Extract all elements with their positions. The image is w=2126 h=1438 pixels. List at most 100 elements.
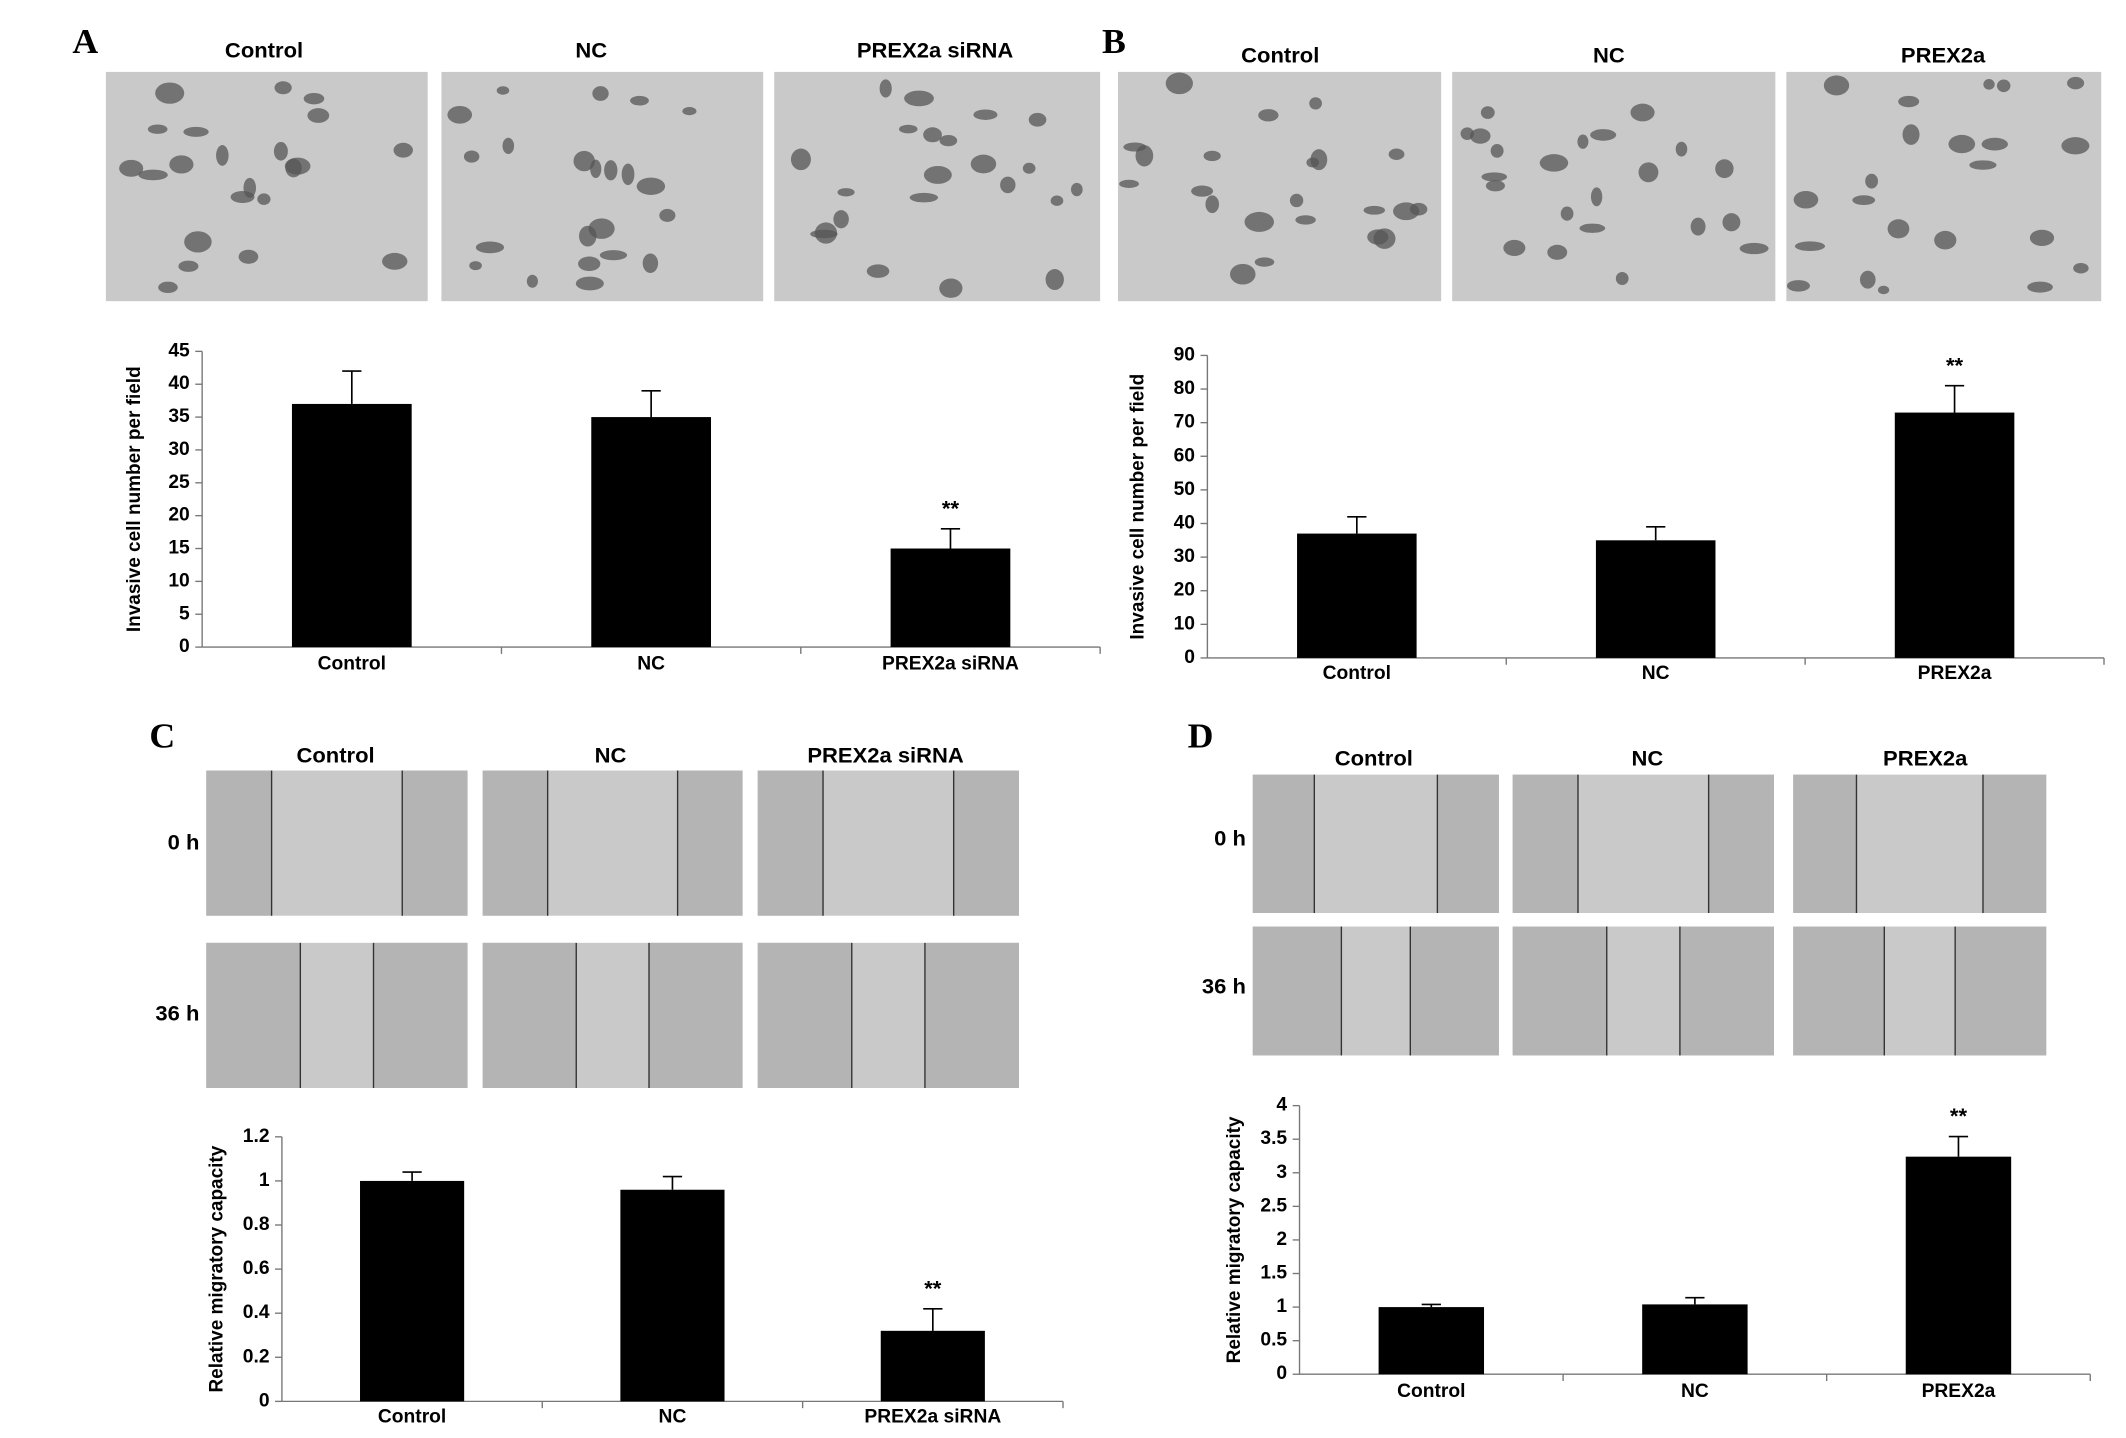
error-bar [402, 1171, 422, 1181]
cell [604, 160, 618, 181]
error-bar [1685, 1296, 1705, 1305]
cell [899, 124, 918, 134]
cell [1373, 228, 1396, 249]
y-tick-label: 1 [1276, 1296, 1287, 1317]
cell [1877, 285, 1890, 295]
y-tick-label: 3 [1276, 1162, 1287, 1183]
image-label: NC [1593, 43, 1625, 68]
x-tick-label: NC [637, 654, 665, 675]
cell [814, 222, 838, 244]
cell [1934, 230, 1957, 250]
cell [592, 86, 609, 101]
cell [1794, 241, 1826, 252]
cell [393, 142, 413, 158]
x-tick-label: Control [1397, 1381, 1465, 1402]
x-tick-label: PREX2a [1922, 1381, 1996, 1402]
cell [1547, 244, 1568, 260]
cell [2027, 281, 2053, 293]
image-label: PREX2a [1901, 43, 1986, 68]
panel-letter: B [1102, 21, 1126, 61]
error-bar [1948, 1135, 1969, 1157]
cell-layer [1793, 774, 1857, 913]
bar [291, 403, 412, 648]
image-label: Control [1335, 746, 1413, 771]
x-tick-label: NC [1681, 1381, 1709, 1402]
panel-letter: C [149, 716, 175, 756]
y-tick-label: 20 [1174, 580, 1195, 601]
photo [774, 71, 1101, 302]
bar [1595, 540, 1716, 658]
cell [1469, 128, 1491, 144]
cell [1983, 79, 1995, 90]
cell [1722, 213, 1741, 232]
y-tick-label: 0 [259, 1390, 270, 1411]
cell-layer [1437, 774, 1499, 913]
cell [238, 249, 259, 264]
cell-layer [953, 770, 1019, 916]
error-bar [1421, 1303, 1441, 1308]
panel-letter: D [1188, 716, 1214, 756]
bar [880, 1330, 985, 1402]
cell [630, 95, 649, 106]
cell [923, 127, 942, 143]
cell [1289, 193, 1304, 208]
error-bar [923, 1307, 943, 1331]
micrograph [1786, 71, 2102, 302]
cell-layer [482, 770, 548, 916]
y-axis-title: Relative migratory capacity [1224, 1116, 1245, 1363]
y-axis-title: Invasive cell number per field [1128, 374, 1149, 640]
y-tick-label: 20 [168, 505, 189, 526]
cell [463, 150, 480, 163]
cell-layer [1512, 926, 1607, 1056]
cell [923, 165, 952, 184]
cell-layer [1252, 926, 1342, 1056]
micrograph [206, 942, 468, 1088]
error-bar [342, 370, 362, 404]
cell [1852, 195, 1876, 206]
y-tick-label: 10 [168, 571, 189, 592]
bar [591, 417, 712, 648]
y-tick-label: 40 [168, 373, 189, 394]
y-tick-label: 10 [1174, 613, 1195, 634]
cell [1490, 143, 1504, 158]
cell [1690, 217, 1706, 236]
micrograph [757, 770, 1019, 916]
y-tick-label: 0.4 [243, 1302, 270, 1323]
cell [1205, 195, 1220, 214]
y-tick-label: 5 [179, 603, 190, 624]
cell [257, 193, 271, 205]
cell [475, 241, 505, 254]
micrograph [1118, 71, 1442, 302]
cell-layer [1252, 774, 1315, 913]
cell [1123, 142, 1147, 152]
y-tick-label: 0.8 [243, 1214, 270, 1235]
cell [1638, 162, 1659, 183]
cell [1485, 180, 1505, 192]
cell [1050, 195, 1064, 206]
cell [1675, 141, 1688, 157]
cell [837, 188, 855, 197]
significance: ** [942, 496, 960, 521]
cell [1258, 109, 1279, 122]
significance: ** [924, 1276, 942, 1301]
cell [1739, 242, 1769, 255]
y-tick-label: 0.6 [243, 1258, 270, 1279]
y-tick-label: 15 [168, 538, 190, 559]
y-tick-label: 80 [1174, 378, 1195, 399]
cell [939, 278, 963, 298]
cell [1577, 134, 1589, 149]
cell [1000, 176, 1016, 194]
cell [147, 124, 168, 134]
image-label: PREX2a [1883, 746, 1968, 771]
image-label: Control [1241, 43, 1319, 68]
cell [119, 159, 144, 177]
cell [2067, 76, 2085, 90]
cell [575, 276, 604, 291]
y-tick-label: 45 [168, 340, 190, 361]
y-tick-label: 3.5 [1260, 1128, 1287, 1149]
image-label: NC [575, 37, 607, 62]
cell [904, 90, 934, 107]
error-bar [1347, 515, 1367, 534]
image-label: PREX2a siRNA [857, 37, 1014, 62]
cell [502, 137, 515, 155]
